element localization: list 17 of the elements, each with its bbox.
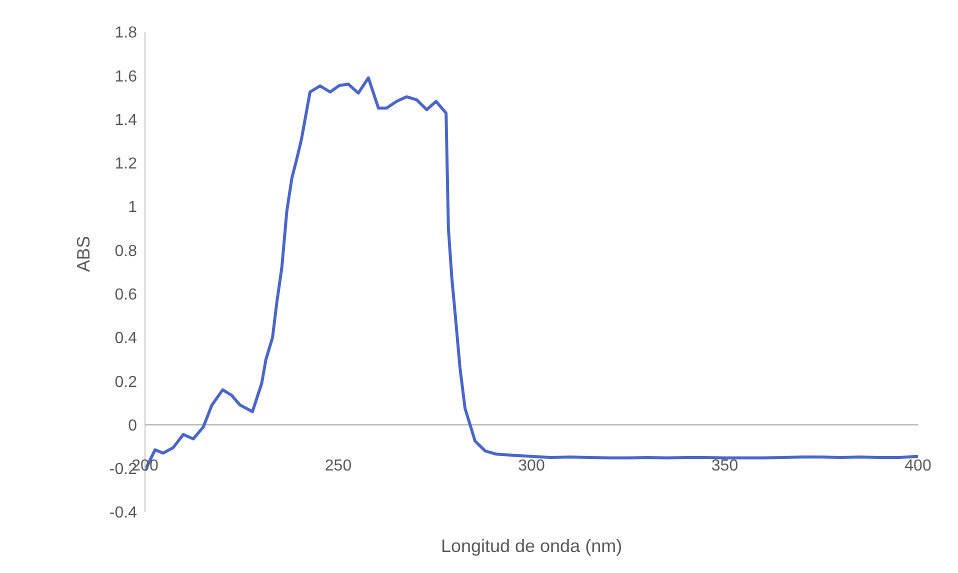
x-tick-label: 400 (904, 458, 932, 475)
y-tick-label: -0.4 (109, 504, 138, 522)
y-axis-title: ABS (73, 236, 94, 272)
y-tick-label: 0.6 (114, 286, 138, 304)
y-tick-label: 1.2 (114, 156, 138, 173)
y-tick-label: 0.2 (114, 374, 138, 391)
y-tick-label: 1 (128, 199, 138, 216)
x-tick-label: 250 (324, 458, 352, 475)
y-tick-label: 0.4 (114, 330, 138, 348)
y-tick-label: 0.8 (114, 242, 138, 260)
x-tick-label: 300 (518, 458, 545, 475)
y-tick-label: 1.8 (114, 24, 138, 42)
y-tick-label: 0 (128, 417, 138, 434)
y-tick-label: 1.4 (114, 112, 138, 129)
x-axis-title: Longitud de onda (nm) (440, 536, 622, 556)
x-tick-label: 350 (711, 458, 738, 475)
y-tick-label: 1.6 (114, 68, 138, 86)
